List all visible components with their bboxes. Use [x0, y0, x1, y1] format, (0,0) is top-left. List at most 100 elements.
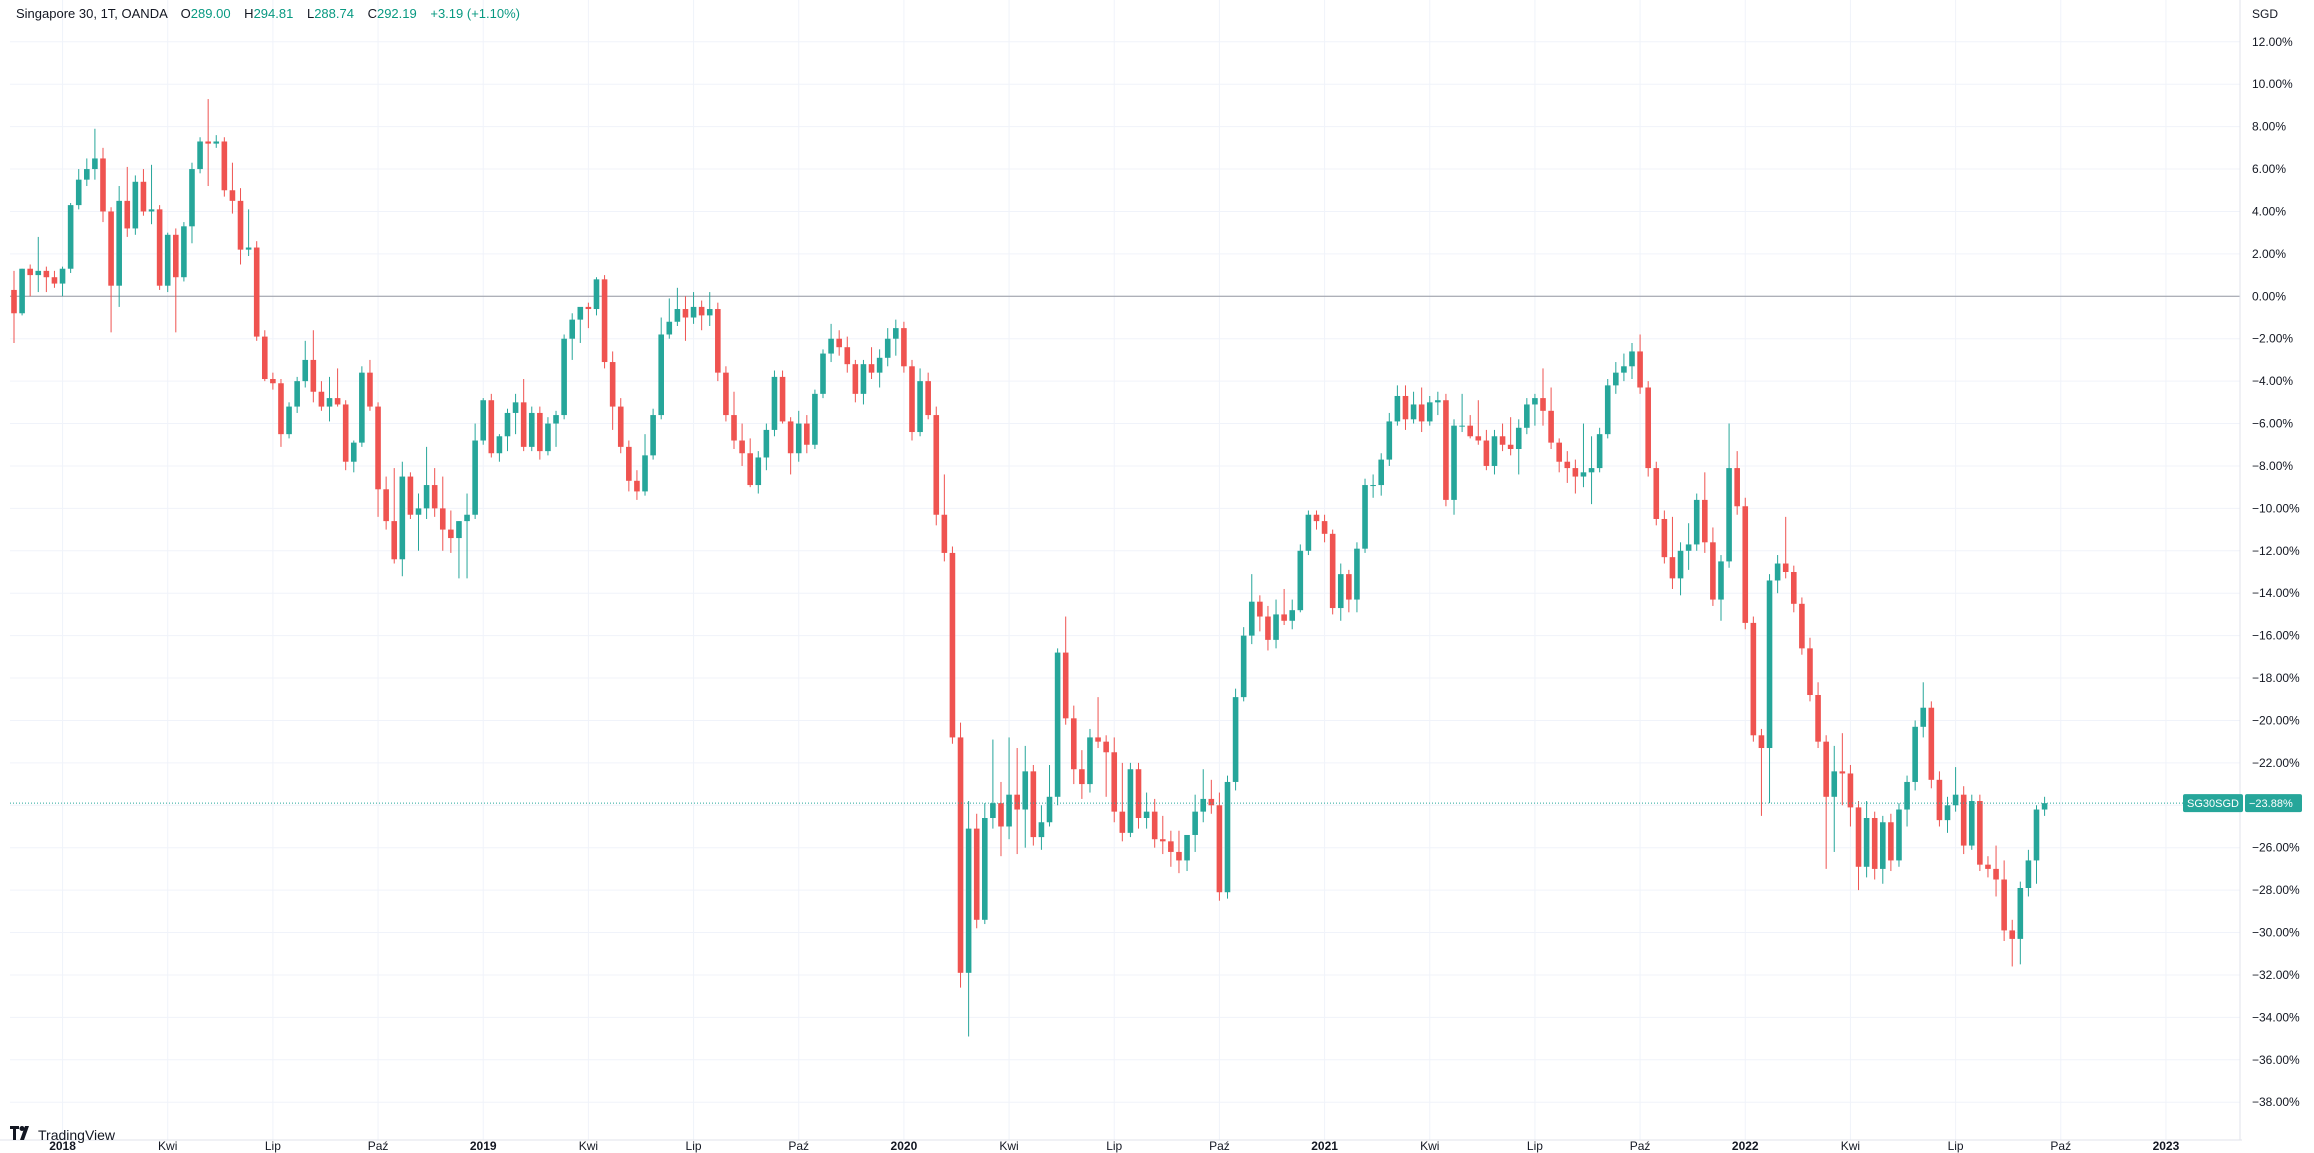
candle-body: [876, 357, 883, 373]
candle: [1451, 419, 1457, 515]
candle-body: [585, 306, 592, 310]
candle: [933, 406, 940, 526]
x-tick-label: Lip: [1106, 1139, 1122, 1153]
candle: [181, 222, 187, 282]
candle-body: [1208, 798, 1215, 806]
tradingview-logo[interactable]: TradingView: [10, 1126, 115, 1144]
candle: [504, 408, 511, 452]
candle-body: [2017, 887, 2024, 939]
y-tick-label: −10.00%: [2252, 501, 2300, 515]
candle: [569, 313, 576, 360]
candle-body: [1103, 741, 1109, 753]
candle-body: [2025, 860, 2032, 888]
candle-body: [1491, 436, 1498, 466]
y-tick-label: −36.00%: [2252, 1053, 2300, 1067]
ohlc-legend: Singapore 30, 1T, OANDA O289.00 H294.81 …: [16, 6, 520, 21]
candle: [925, 372, 931, 420]
candle: [1135, 762, 1142, 829]
candle-body: [690, 306, 697, 318]
candle: [2001, 860, 2007, 942]
y-axis[interactable]: 12.00% 10.00% 8.00% 6.00% 4.00% 2.00% 0.00% −2.…: [2252, 35, 2300, 1109]
candle: [787, 417, 794, 475]
candle: [1774, 555, 1781, 594]
candle-body: [1378, 459, 1385, 486]
y-tick-label: 8.00%: [2252, 120, 2286, 134]
candle: [342, 400, 349, 471]
candle-body: [1394, 395, 1401, 422]
candle: [1070, 705, 1077, 785]
candle: [286, 402, 292, 439]
candle: [941, 474, 948, 562]
last-value-tag: [2245, 794, 2302, 813]
candle-body: [601, 279, 608, 363]
candle: [1151, 798, 1158, 848]
candle: [1426, 395, 1433, 426]
candle: [100, 147, 106, 223]
candle-body: [1257, 601, 1263, 617]
candle-body: [1030, 771, 1037, 838]
candle: [1483, 429, 1490, 471]
candle: [1200, 769, 1207, 823]
candle-body: [472, 440, 478, 515]
candle-body: [1451, 425, 1457, 500]
candle-body: [1168, 841, 1174, 852]
candle: [1710, 527, 1716, 606]
candle: [868, 347, 875, 380]
candle: [1718, 555, 1724, 621]
candle-body: [666, 321, 673, 335]
candle: [399, 461, 406, 577]
candle-body: [1912, 726, 1918, 782]
candle-body: [1742, 506, 1749, 623]
high-key: H: [244, 6, 254, 21]
candle: [1960, 786, 1967, 855]
open-value: 289.00: [190, 6, 231, 21]
candle: [585, 302, 592, 329]
candle: [1337, 563, 1344, 621]
candle: [1087, 728, 1093, 793]
candle-body: [1572, 468, 1579, 477]
candle-body: [1863, 818, 1870, 867]
candle-body: [1968, 801, 1975, 846]
candle-body: [755, 457, 762, 486]
candle: [19, 268, 25, 316]
candle: [1645, 381, 1651, 477]
candle-body: [140, 181, 147, 212]
candle: [844, 336, 851, 373]
candle-body: [1459, 425, 1465, 427]
candle: [1273, 599, 1279, 649]
candle: [1677, 542, 1684, 596]
candle-body: [1685, 544, 1692, 551]
candle: [901, 321, 907, 373]
candle-body: [747, 453, 753, 486]
candle-body: [1159, 839, 1166, 842]
candle-body: [59, 268, 66, 284]
candle: [1613, 362, 1619, 394]
candle-body: [27, 268, 33, 276]
x-axis[interactable]: 2018 Kwi Lip Paź 2019 Kwi Lip Paź 2020 Kwi Lip Paź 2…: [49, 1139, 2179, 1153]
candle-body: [2001, 879, 2007, 931]
candle: [1807, 637, 1813, 702]
y-tick-label: −20.00%: [2252, 713, 2300, 727]
candle: [739, 423, 745, 466]
candle: [1014, 748, 1020, 855]
x-tick-label: 2021: [1311, 1139, 1338, 1153]
symbol-title[interactable]: Singapore 30, 1T, OANDA: [16, 6, 168, 21]
candle: [294, 376, 300, 413]
candle-body: [1499, 436, 1506, 445]
candle-body: [213, 141, 220, 144]
tradingview-logo-text: TradingView: [38, 1127, 116, 1143]
candle: [973, 813, 980, 929]
candle-body: [504, 412, 511, 437]
candle-body: [1313, 514, 1320, 522]
candle-body: [609, 362, 616, 407]
candle: [1329, 529, 1336, 615]
candle-body: [84, 169, 90, 180]
candle-body: [1143, 811, 1150, 819]
candle: [1168, 830, 1174, 867]
candle-body: [464, 514, 470, 522]
candle-body: [1418, 404, 1425, 422]
candle: [957, 722, 964, 988]
candle-body: [205, 141, 211, 144]
